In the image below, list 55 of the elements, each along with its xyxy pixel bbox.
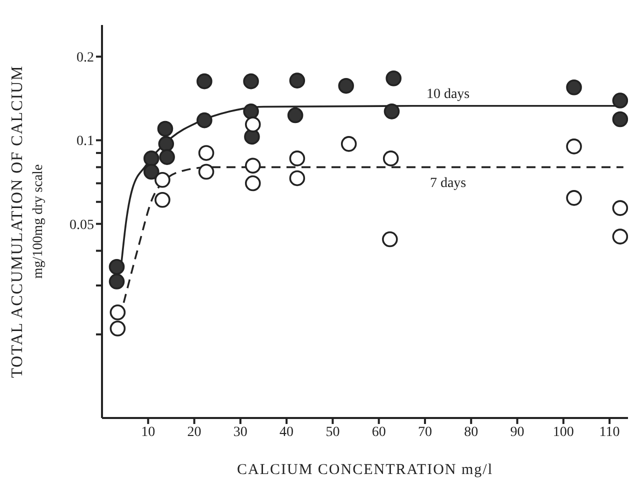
point [244, 116, 261, 132]
x-tick-label: 20 [187, 424, 202, 440]
point [157, 120, 174, 137]
x-tick-label: 110 [599, 424, 620, 440]
point [154, 192, 170, 208]
point [154, 172, 170, 188]
y-tick-label: 0.2 [76, 50, 94, 66]
point [159, 149, 175, 165]
point [198, 145, 214, 161]
y-tick-label: 0.1 [76, 134, 94, 150]
point [384, 104, 400, 120]
point [612, 200, 628, 216]
point [243, 73, 259, 90]
x-tick-label: 90 [510, 424, 524, 440]
y-axis-title: TOTAL ACCUMULATION OF CALCIUM mg/100mg dry scale [9, 65, 46, 378]
point [386, 70, 402, 86]
point [143, 150, 160, 166]
point [243, 104, 259, 120]
x-tick-label: 50 [326, 424, 340, 440]
x-tick-label: 10 [141, 424, 156, 440]
point [289, 170, 306, 186]
point [289, 72, 306, 88]
x-tick-label: 70 [418, 424, 432, 440]
y-tick-label: 0.05 [70, 218, 94, 233]
point [566, 79, 582, 96]
point [158, 136, 174, 152]
point [198, 164, 214, 180]
point [382, 231, 398, 248]
x-tick-label: 60 [372, 424, 386, 440]
series-label: 10 days [426, 86, 470, 102]
point [612, 228, 628, 244]
series-label: 7 days [430, 176, 466, 192]
x-tick-label: 30 [233, 424, 248, 440]
point [382, 150, 399, 166]
point [244, 175, 261, 192]
x-tick-label: 40 [280, 424, 294, 440]
point [108, 274, 125, 290]
point [196, 73, 212, 90]
point [244, 158, 261, 174]
x-axis-title: CALCIUM CONCENTRATION mg/l [236, 462, 494, 478]
point [566, 190, 582, 206]
point [143, 164, 160, 180]
point [340, 136, 357, 152]
point [612, 92, 628, 108]
x-tick-label: 100 [552, 424, 574, 440]
point [110, 304, 126, 320]
point [289, 150, 306, 166]
point [287, 107, 304, 124]
point [196, 112, 212, 128]
point [110, 320, 126, 336]
point [338, 78, 354, 94]
x-tick-label: 80 [464, 424, 478, 440]
point [612, 111, 628, 128]
point [566, 138, 582, 154]
point [108, 258, 125, 275]
